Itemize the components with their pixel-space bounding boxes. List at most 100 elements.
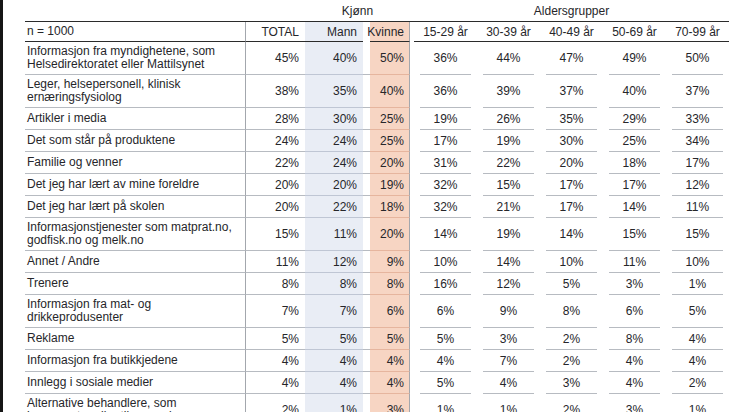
value-age-15-29: 5% [420,327,471,349]
value-age-50-69: 6% [609,294,660,327]
column-gap [410,151,414,173]
value-mann: 11% [305,217,363,250]
value-total: 22% [245,151,305,173]
value-age-50-69: 3% [609,393,660,412]
value-total: 8% [245,272,305,294]
value-age-40-49: 2% [546,327,597,349]
table-row: Det jeg har lært av mine foreldre 20% 20… [25,173,729,195]
value-age-15-29: 36% [420,42,471,74]
value-age-50-69: 3% [609,272,660,294]
value-age-30-39: 15% [483,173,534,195]
row-label: Det som står på produktene [25,129,245,151]
column-gap [363,393,370,412]
column-gap [410,294,414,327]
column-gap [363,250,370,272]
value-age-70-99: 11% [672,195,723,217]
column-gap [410,349,414,371]
value-age-15-29: 1% [420,393,471,412]
row-label: Det jeg har lært av mine foreldre [25,173,245,195]
value-age-50-69: 18% [609,151,660,173]
column-header-mann: Mann [305,22,363,42]
value-age-30-39: 14% [483,250,534,272]
row-label-text: Familie og venner [27,156,122,169]
value-age-70-99: 12% [672,173,723,195]
value-mann: 40% [305,42,363,74]
value-total: 15% [245,217,305,250]
value-mann: 12% [305,250,363,272]
scan-edge-bar [0,0,3,412]
column-header-age-70-99: 70-99 år [666,22,729,42]
column-header-age-50-69: 50-69 år [603,22,666,42]
value-age-30-39: 22% [483,151,534,173]
value-age-40-49: 2% [546,349,597,371]
column-gap [410,195,414,217]
value-age-30-39: 7% [483,349,534,371]
value-age-50-69: 29% [609,107,660,129]
row-label-text: Informasjon fra myndighetene, som Helsed… [27,45,215,71]
column-gap [363,349,370,371]
column-gap [363,294,370,327]
value-age-50-69: 15% [609,217,660,250]
value-age-30-39: 1% [483,393,534,412]
value-kvinne: 4% [370,349,410,371]
value-mann: 24% [305,151,363,173]
value-age-70-99: 2% [672,371,723,393]
column-header-age-40-49: 40-49 år [540,22,603,42]
column-header-age-30-39: 30-39 år [477,22,540,42]
column-gap [363,151,370,173]
row-label: Informasjonstjenester som matprat.no, go… [25,217,245,250]
value-age-30-39: 19% [483,129,534,151]
value-kvinne: 25% [370,107,410,129]
row-label: Leger, helsepersonell, klinisk ernærings… [25,74,245,107]
value-kvinne: 20% [370,151,410,173]
table-row: Annet / Andre 11% 12% 9% 10% 14% 10% 11%… [25,250,729,272]
value-mann: 4% [305,349,363,371]
column-gap [363,74,370,107]
value-age-40-49: 3% [546,371,597,393]
value-mann: 24% [305,129,363,151]
value-age-40-49: 5% [546,272,597,294]
value-age-15-29: 10% [420,250,471,272]
value-age-40-49: 20% [546,151,597,173]
value-age-30-39: 12% [483,272,534,294]
value-age-40-49: 14% [546,217,597,250]
table-row: Leger, helsepersonell, klinisk ernærings… [25,74,729,107]
value-total: 20% [245,173,305,195]
value-total: 4% [245,371,305,393]
base-size-text: n = 1000 [27,25,74,38]
value-age-30-39: 9% [483,294,534,327]
row-label-text: Annet / Andre [27,255,100,268]
table-row: Det jeg har lært på skolen 20% 22% 18% 3… [25,195,729,217]
table-row: Innlegg i sosiale medier 4% 4% 4% 5% 4% … [25,371,729,393]
value-kvinne: 50% [370,42,410,74]
column-gap [363,272,370,294]
value-age-40-49: 30% [546,129,597,151]
column-gap [410,173,414,195]
column-gap [410,107,414,129]
column-gap [410,129,414,151]
value-mann: 22% [305,195,363,217]
value-age-40-49: 35% [546,107,597,129]
row-label-text: Informasjon fra mat- og drikkeprodusente… [27,298,151,324]
value-age-15-29: 32% [420,173,471,195]
value-age-50-69: 4% [609,371,660,393]
value-kvinne: 20% [370,217,410,250]
column-header-kvinne: Kvinne [370,22,410,42]
value-age-30-39: 19% [483,217,534,250]
column-gap [363,195,370,217]
row-label-text: Reklame [27,332,74,345]
value-age-15-29: 4% [420,349,471,371]
value-kvinne: 4% [370,371,410,393]
column-gap [410,327,414,349]
value-age-15-29: 17% [420,129,471,151]
row-label-text: Artikler i media [27,112,106,125]
value-age-40-49: 17% [546,195,597,217]
table-body: Informasjon fra myndighetene, som Helsed… [25,42,729,412]
value-total: 45% [245,42,305,74]
value-age-40-49: 10% [546,250,597,272]
value-age-70-99: 15% [672,217,723,250]
value-mann: 8% [305,272,363,294]
table-row: Reklame 5% 5% 5% 5% 3% 2% 8% 4% [25,327,729,349]
value-age-30-39: 3% [483,327,534,349]
value-mann: 5% [305,327,363,349]
